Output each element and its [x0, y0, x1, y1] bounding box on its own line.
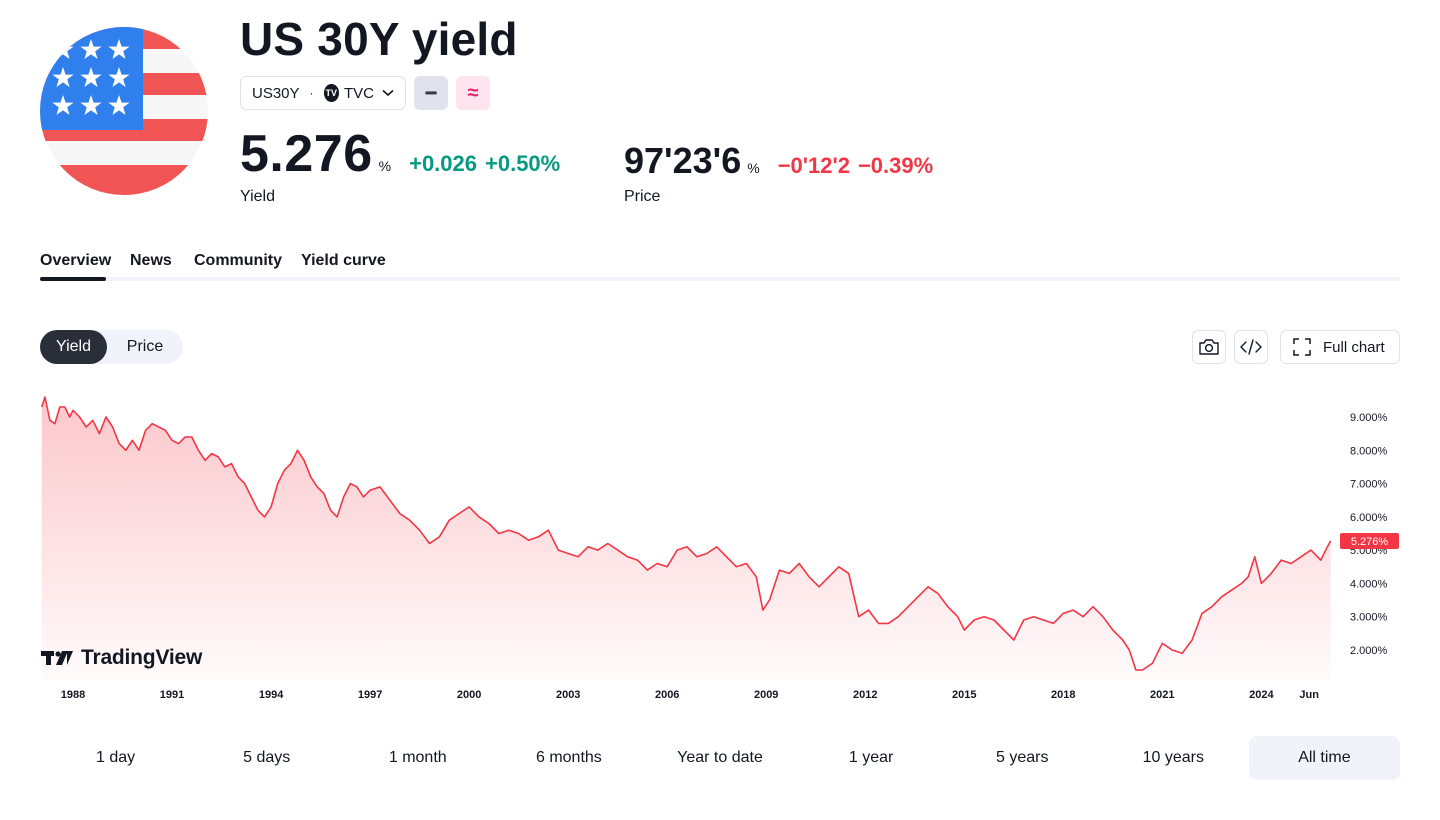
- x-tick-label: 2012: [853, 689, 877, 701]
- yield-chart[interactable]: 9.000%8.000%7.000%6.000%5.000%4.000%3.00…: [40, 385, 1400, 705]
- range-1-month[interactable]: 1 month: [388, 749, 447, 766]
- price-value: 97'23'6: [624, 140, 742, 181]
- price-quote: 97'23'6 % −0'12'2 −0.39%: [624, 140, 941, 182]
- symbol-selector[interactable]: US30Y · TV TVC: [240, 76, 406, 110]
- tab-overview[interactable]: Overview: [40, 252, 112, 269]
- x-tick-label: 1997: [358, 689, 382, 701]
- range-all-time[interactable]: All time: [1248, 736, 1400, 780]
- price-change-percent: −0.39%: [857, 153, 934, 178]
- x-tick-label: 2006: [655, 689, 679, 701]
- full-chart-label: Full chart: [1323, 338, 1385, 356]
- range-10-years[interactable]: 10 years: [1142, 749, 1204, 766]
- page-title: US 30Y yield: [240, 13, 518, 65]
- last-value-badge: [1340, 533, 1399, 549]
- delayed-data-chip[interactable]: ━: [414, 76, 448, 110]
- yield-line: [40, 396, 1332, 671]
- tab-community[interactable]: Community: [194, 252, 282, 269]
- tradingview-watermark: TradingView: [41, 646, 202, 670]
- y-tick-label: 7.000%: [1350, 479, 1388, 491]
- x-tick-label: 2018: [1051, 689, 1075, 701]
- range-6-months[interactable]: 6 months: [535, 749, 602, 766]
- price-label: Price: [624, 188, 661, 205]
- chevron-down-icon: [382, 89, 394, 97]
- exchange-logo-icon: TV: [323, 84, 339, 102]
- last-value-label: 5.276%: [1351, 536, 1389, 548]
- tradingview-logo-icon: [41, 649, 73, 667]
- embed-code-icon: [1240, 339, 1262, 355]
- yield-value: 5.276: [240, 125, 373, 183]
- x-tick-label: Jun: [1299, 689, 1319, 701]
- y-tick-label: 9.000%: [1350, 412, 1388, 424]
- tradingview-wordmark: TradingView: [81, 646, 203, 669]
- tabs-divider: [40, 277, 1400, 281]
- yield-price-toggle: Yield Price: [40, 330, 183, 364]
- x-tick-label: 2009: [754, 689, 778, 701]
- full-chart-button[interactable]: Full chart: [1280, 330, 1400, 364]
- separator-dot: ·: [309, 86, 314, 100]
- yield-unit: %: [378, 158, 392, 174]
- range-5-days[interactable]: 5 days: [243, 749, 291, 766]
- range-1-year[interactable]: 1 year: [848, 749, 894, 766]
- price-unit: %: [747, 160, 760, 176]
- yield-quote: 5.276 % +0.026 +0.50%: [240, 124, 568, 184]
- camera-icon: [1199, 339, 1219, 355]
- symbol-code: US30Y: [252, 84, 300, 102]
- yield-change: +0.026: [409, 151, 477, 176]
- range-5-years[interactable]: 5 years: [995, 749, 1049, 766]
- snapshot-button[interactable]: [1192, 330, 1226, 364]
- yield-area-fill: [41, 397, 1331, 680]
- y-tick-label: 8.000%: [1350, 445, 1388, 457]
- yield-label: Yield: [240, 188, 275, 205]
- x-tick-label: 2021: [1150, 689, 1174, 701]
- toggle-price[interactable]: Price: [126, 338, 164, 355]
- approximate-data-chip[interactable]: ≈: [456, 76, 490, 110]
- yield-change-percent: +0.50%: [485, 151, 561, 176]
- x-tick-label: 1988: [61, 689, 85, 701]
- x-tick-label: 1994: [259, 689, 284, 701]
- tab-yield-curve[interactable]: Yield curve: [301, 252, 386, 269]
- range-1-day[interactable]: 1 day: [95, 749, 136, 766]
- time-range-selector: 1 day 5 days 1 month 6 months Year to da…: [40, 736, 1400, 780]
- x-tick-label: 2024: [1249, 689, 1274, 701]
- x-tick-label: 2000: [457, 689, 481, 701]
- toggle-yield[interactable]: Yield: [40, 330, 107, 364]
- us-flag-logo: [40, 27, 208, 195]
- y-tick-label: 4.000%: [1350, 578, 1388, 590]
- y-tick-label: 2.000%: [1350, 645, 1388, 657]
- y-tick-label: 6.000%: [1350, 512, 1388, 524]
- y-tick-label: 3.000%: [1350, 612, 1388, 624]
- active-tab-indicator: [40, 277, 106, 281]
- range-year-to-date[interactable]: Year to date: [677, 749, 763, 766]
- exchange-name: TVC: [344, 84, 374, 102]
- embed-button[interactable]: [1234, 330, 1268, 364]
- tab-news[interactable]: News: [130, 252, 172, 269]
- section-tabs: Overview News Community Yield curve: [40, 250, 1400, 282]
- x-tick-label: 2015: [952, 689, 976, 701]
- x-tick-label: 1991: [160, 689, 184, 701]
- price-change: −0'12'2: [777, 153, 850, 178]
- x-tick-label: 2003: [556, 689, 580, 701]
- fullscreen-icon: [1293, 338, 1311, 356]
